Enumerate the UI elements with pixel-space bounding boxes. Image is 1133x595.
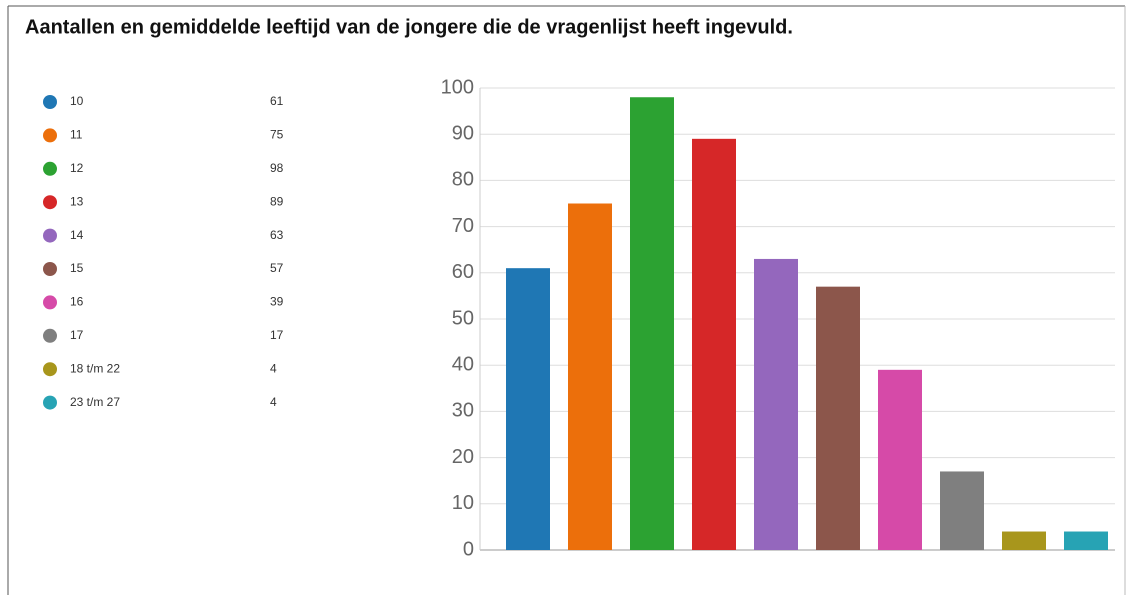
- bar: [506, 268, 550, 550]
- y-tick-label: 30: [452, 400, 474, 422]
- legend-swatch: [43, 262, 57, 276]
- legend-value: 4: [270, 361, 277, 375]
- bar: [940, 471, 984, 550]
- y-tick-label: 50: [452, 307, 474, 329]
- legend-swatch: [43, 362, 57, 377]
- legend-label: 18 t/m 22: [70, 361, 120, 375]
- bar: [630, 97, 674, 551]
- bar: [568, 203, 612, 550]
- bar: [816, 286, 860, 550]
- y-tick-label: 80: [452, 169, 474, 191]
- chart-title: Aantallen en gemiddelde leeftijd van de …: [25, 16, 793, 38]
- legend-value: 4: [270, 395, 277, 409]
- y-tick-label: 60: [452, 261, 474, 283]
- y-tick-label: 90: [452, 122, 474, 144]
- bar: [1002, 531, 1046, 550]
- legend-label: 16: [70, 295, 84, 309]
- bar: [1064, 531, 1108, 550]
- legend-label: 10: [70, 94, 84, 108]
- y-tick-label: 70: [452, 215, 474, 237]
- legend-value: 17: [270, 328, 284, 342]
- y-tick-label: 10: [452, 492, 474, 514]
- legend-value: 61: [270, 94, 284, 108]
- bar: [754, 258, 798, 550]
- legend-value: 63: [270, 228, 284, 242]
- bar: [878, 369, 922, 550]
- legend-value: 57: [270, 261, 284, 275]
- legend-swatch: [43, 395, 57, 410]
- legend-swatch: [43, 128, 57, 143]
- legend-swatch: [43, 228, 57, 243]
- legend-value: 75: [270, 128, 284, 142]
- legend-swatch: [43, 295, 57, 310]
- legend-value: 98: [270, 161, 284, 175]
- legend-swatch: [43, 328, 57, 343]
- legend-label: 13: [70, 194, 84, 208]
- legend-swatch: [43, 195, 57, 210]
- y-tick-label: 40: [452, 353, 474, 375]
- y-tick-label: 20: [452, 446, 474, 468]
- legend-value: 39: [270, 295, 284, 309]
- legend-swatch: [43, 161, 57, 176]
- legend-swatch: [43, 95, 57, 109]
- legend-label: 15: [70, 261, 84, 275]
- legend-value: 89: [270, 194, 284, 208]
- legend-label: 11: [70, 128, 83, 142]
- legend-label: 12: [70, 161, 84, 175]
- y-tick-label: 100: [441, 76, 474, 98]
- y-tick-label: 0: [463, 538, 474, 560]
- legend-label: 23 t/m 27: [70, 395, 120, 409]
- bar: [692, 138, 736, 550]
- legend-label: 14: [70, 228, 84, 242]
- legend-label: 17: [70, 328, 84, 342]
